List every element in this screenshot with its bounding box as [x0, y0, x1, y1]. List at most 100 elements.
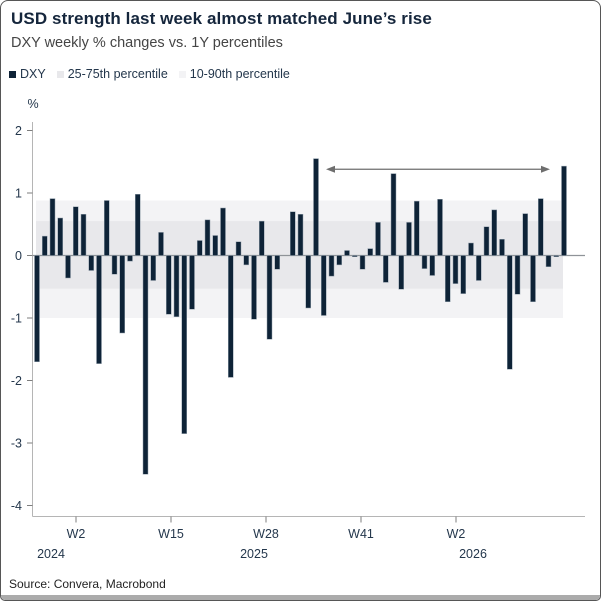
dxy-bar [414, 200, 420, 256]
dxy-bar [220, 207, 226, 256]
dxy-bar [274, 255, 280, 270]
x-week-label: W15 [158, 527, 184, 541]
dxy-bar [235, 241, 242, 256]
dxy-bar [452, 255, 459, 284]
dxy-bar [545, 255, 552, 267]
y-tick-label: -3 [11, 436, 22, 450]
dxy-bar [111, 255, 118, 275]
dxy-bar [530, 255, 536, 302]
dxy-bar [359, 255, 366, 270]
dxy-bar [305, 255, 311, 309]
window-bottom-edge [1, 595, 600, 600]
y-axis-unit-label: % [27, 97, 38, 111]
x-week-label: W2 [447, 527, 466, 541]
dxy-bar [166, 255, 172, 315]
dxy-bar [197, 240, 203, 256]
legend-label-10-90: 10-90th percentile [189, 67, 290, 81]
comparison-arrow-right-head [541, 165, 550, 173]
dxy-bar [96, 255, 102, 364]
dxy-bar [336, 255, 342, 266]
dxy-bar [266, 255, 273, 340]
dxy-bar [553, 255, 559, 257]
dxy-bar [290, 211, 296, 256]
x-week-label: W28 [253, 527, 279, 541]
dxy-bar [468, 242, 474, 256]
dxy-bar [321, 255, 327, 316]
comparison-arrow-left-head [326, 165, 335, 173]
source-note: Source: Convera, Macrobond [9, 577, 166, 591]
dxy-bar [375, 222, 381, 256]
x-week-label: W2 [67, 527, 86, 541]
legend-swatch-10-90 [178, 70, 186, 78]
dxy-bar [398, 255, 404, 290]
dxy-bar [483, 226, 490, 256]
x-week-label: W41 [348, 527, 374, 541]
dxy-bar [259, 220, 265, 256]
dxy-bar [383, 255, 389, 283]
dxy-bar [150, 255, 156, 281]
dxy-bar [406, 222, 412, 256]
dxy-bar [251, 255, 257, 320]
legend-item-25-75: 25-75th percentile [56, 67, 168, 81]
legend-swatch-dxy [9, 70, 16, 78]
y-tick-label: 2 [15, 124, 22, 138]
dxy-bar [507, 255, 513, 370]
dxy-bar [328, 255, 335, 277]
dxy-bar [119, 255, 125, 334]
dxy-bar [476, 255, 482, 281]
dxy-bar [522, 213, 528, 256]
chart-legend: DXY 25-75th percentile 10-90th percentil… [9, 67, 290, 81]
dxy-bar [499, 239, 505, 256]
x-year-label: 2024 [37, 547, 65, 561]
dxy-bar [189, 255, 195, 310]
dxy-bar [204, 219, 211, 256]
dxy-bar [228, 255, 234, 378]
dxy-bar [181, 255, 187, 434]
dxy-bar [104, 200, 110, 256]
dxy-bar [173, 255, 180, 317]
dxy-bar [127, 255, 133, 262]
dxy-bar [65, 255, 71, 279]
dxy-bar [514, 255, 521, 295]
dxy-bar [491, 209, 497, 256]
dxy-bar [158, 232, 164, 256]
dxy-bar [42, 235, 48, 256]
dxy-bar [142, 255, 149, 475]
chart-subtitle: DXY weekly % changes vs. 1Y percentiles [11, 35, 283, 51]
chart-title: USD strength last week almost matched Ju… [11, 9, 432, 28]
dxy-bar [313, 158, 319, 256]
dxy-bar [212, 235, 218, 256]
y-tick-label: -4 [11, 499, 22, 513]
dxy-bar [352, 255, 358, 257]
dxy-bar [243, 255, 249, 266]
y-tick-label: 1 [15, 186, 22, 200]
dxy-bar [437, 199, 443, 256]
dxy-bar [367, 248, 373, 256]
dxy-bar [390, 173, 397, 256]
dxy-bar [561, 165, 567, 256]
legend-label-dxy: DXY [20, 67, 46, 81]
dxy-bar [88, 255, 94, 271]
legend-item-10-90: 10-90th percentile [178, 67, 290, 81]
x-year-label: 2025 [240, 547, 268, 561]
dxy-bar [538, 198, 544, 256]
dxy-bar [344, 250, 350, 256]
dxy-bar [49, 198, 56, 256]
dxy-bar [80, 214, 87, 256]
legend-label-25-75: 25-75th percentile [67, 67, 168, 81]
dxy-bar [421, 255, 428, 269]
legend-swatch-25-75 [56, 70, 64, 78]
legend-item-dxy: DXY [9, 67, 46, 81]
dxy-bar [57, 217, 63, 256]
dxy-bar [460, 255, 466, 294]
dxy-bar [73, 206, 79, 256]
dxy-bar [429, 255, 435, 276]
y-tick-label: -2 [11, 374, 22, 388]
x-year-label: 2026 [459, 547, 487, 561]
y-tick-label: 0 [15, 249, 22, 263]
dxy-bar [135, 194, 141, 256]
dxy-bar [297, 214, 304, 256]
dxy-bar [34, 255, 40, 362]
